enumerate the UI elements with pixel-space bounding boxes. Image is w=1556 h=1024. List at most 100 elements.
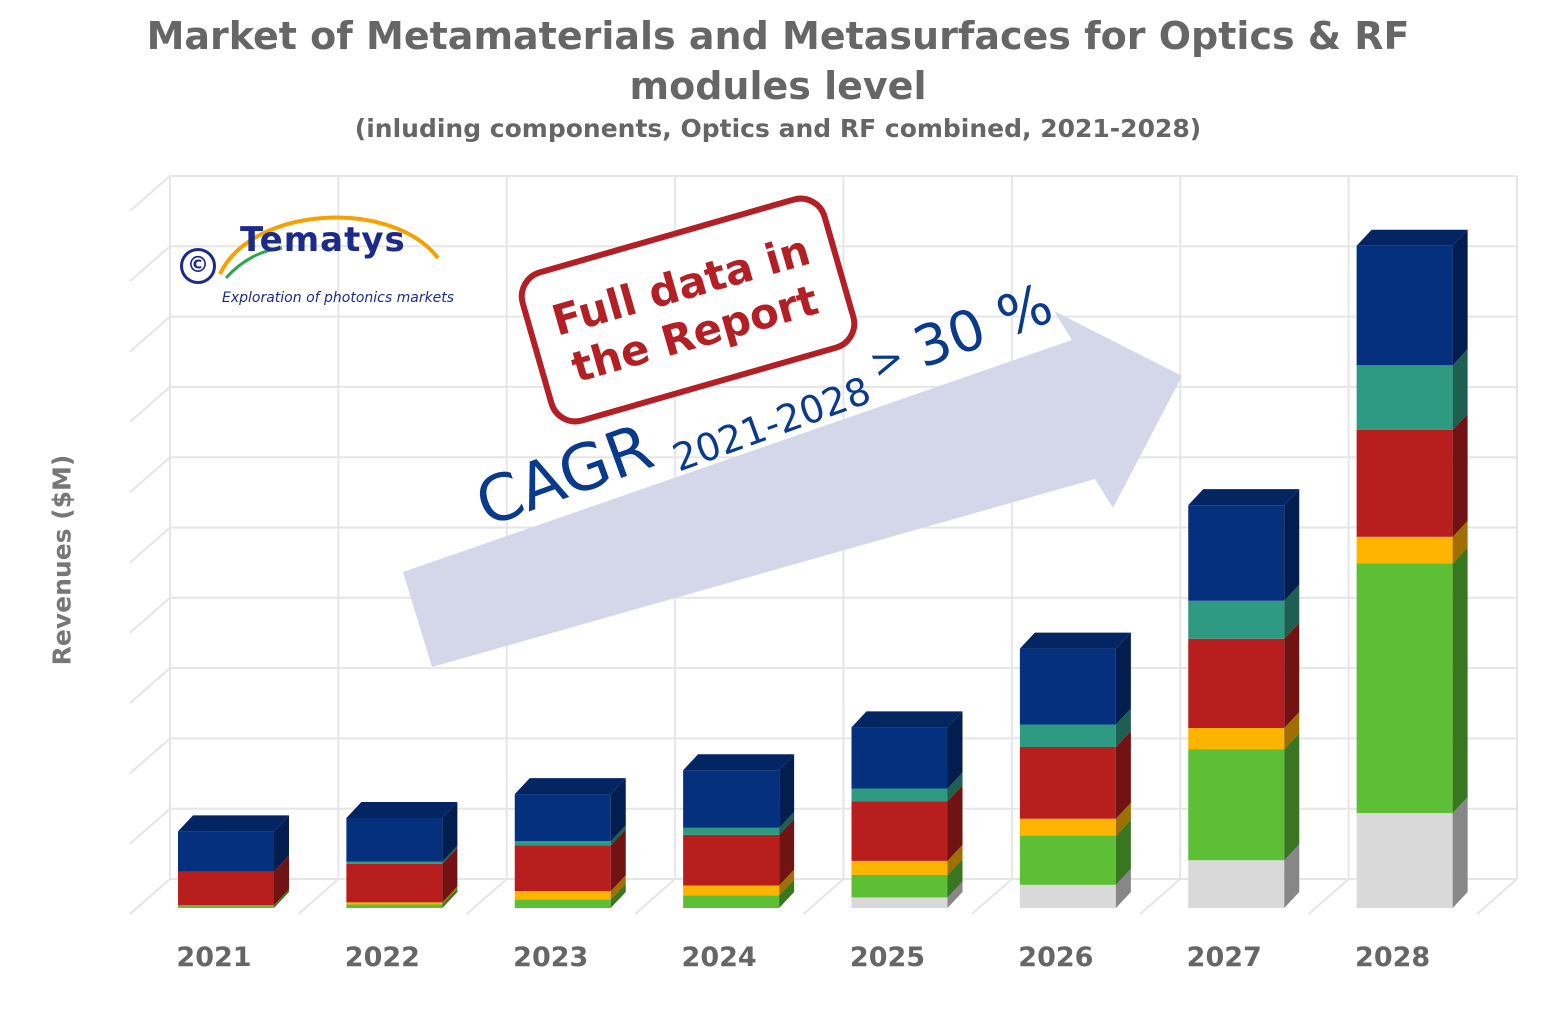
bar-segment-2022-4 <box>346 861 443 864</box>
bar-top-2021 <box>178 815 289 832</box>
bar-side-2026-0 <box>1115 868 1131 908</box>
gridline-side <box>129 597 171 634</box>
bar-side-2026-1 <box>1115 819 1131 885</box>
bar-segment-2022-5 <box>346 818 443 862</box>
bar-side-2023-5 <box>610 778 626 842</box>
logo-tagline: Exploration of photonics markets <box>222 290 455 306</box>
x-tick-2022: 2022 <box>345 942 420 973</box>
bar-side-2027-4 <box>1284 584 1300 639</box>
bars-layer <box>178 229 1468 908</box>
bar-side-2025-5 <box>947 711 963 789</box>
bar-top-2023 <box>514 778 626 795</box>
bar-side-2025-4 <box>947 772 963 802</box>
bar-side-2028-1 <box>1452 547 1468 814</box>
bar-segment-2022-3 <box>346 863 443 903</box>
bar-side-2027-3 <box>1284 622 1300 729</box>
bar-side-2024-4 <box>779 811 795 835</box>
bar-segment-2027-4 <box>1188 600 1285 639</box>
bar-side-2023-2 <box>610 875 626 900</box>
bar-side-2025-0 <box>947 881 963 908</box>
bar-top-2024 <box>683 754 795 771</box>
bar-segment-2028-0 <box>1356 813 1453 908</box>
bar-segment-2028-4 <box>1356 365 1453 430</box>
bar-2022 <box>346 802 458 908</box>
bar-segment-2025-3 <box>851 801 948 861</box>
bar-segment-2027-2 <box>1188 728 1285 750</box>
bar-side-2028-0 <box>1452 797 1468 908</box>
bar-2027 <box>1188 489 1300 908</box>
bar-segment-2027-5 <box>1188 505 1285 601</box>
bar-side-2022-3 <box>442 847 458 903</box>
bar-2028 <box>1356 229 1468 908</box>
bar-side-2028-3 <box>1452 413 1468 537</box>
bar-segment-2028-3 <box>1356 429 1453 537</box>
gridline-side <box>129 386 171 423</box>
gridline-floor <box>1476 878 1518 915</box>
x-tick-2023: 2023 <box>513 942 588 973</box>
gridline-floor <box>1139 878 1181 915</box>
bar-side-2024-3 <box>779 818 795 886</box>
bar-side-2021-3 <box>274 855 289 906</box>
bar-side-2027-0 <box>1284 844 1300 908</box>
bar-top-2022 <box>346 802 458 819</box>
bar-segment-2021-5 <box>178 831 274 872</box>
bar-side-2028-5 <box>1452 229 1468 366</box>
gridline-side <box>129 175 171 212</box>
copyright-mark: © <box>180 248 216 284</box>
bar-segment-2026-0 <box>1019 884 1116 908</box>
gridline-side <box>129 526 171 564</box>
bar-2023 <box>514 778 626 908</box>
x-tick-labels: 2021 2022 2023 2024 2025 2026 2027 2028 <box>176 942 1430 973</box>
bar-segment-2023-2 <box>514 891 611 900</box>
tematys-logo: © Tematys Exploration of photonics marke… <box>176 204 454 314</box>
logo-swoosh-icon <box>218 215 440 279</box>
bar-top-2026 <box>1019 632 1131 649</box>
bar-segment-2023-5 <box>514 794 611 842</box>
bar-side-2021-1 <box>274 889 289 908</box>
bar-segment-2024-3 <box>683 834 780 886</box>
chart-subtitle: (inluding components, Optics and RF comb… <box>354 114 1202 143</box>
bar-side-2023-3 <box>610 829 626 892</box>
gridline-floor <box>971 878 1013 915</box>
gridline-floor <box>802 878 845 915</box>
bar-side-2022-1 <box>442 888 458 908</box>
bar-2026 <box>1019 632 1131 908</box>
bar-side-2027-5 <box>1284 489 1300 601</box>
bar-segment-2024-2 <box>683 885 780 896</box>
bar-side-2024-5 <box>779 754 795 828</box>
chart-title-line-1: Market of Metamaterials and Metasurfaces… <box>146 14 1410 58</box>
bar-top-2028 <box>1356 229 1468 246</box>
bar-side-2027-2 <box>1284 712 1300 750</box>
bar-segment-2021-1 <box>178 905 274 908</box>
bar-segment-2025-0 <box>851 897 948 908</box>
gridline-side <box>129 315 171 353</box>
bar-side-2026-5 <box>1115 632 1131 725</box>
bar-segment-2022-2 <box>346 902 443 905</box>
bar-side-2028-2 <box>1452 520 1468 564</box>
bar-segment-2028-1 <box>1356 563 1453 814</box>
bar-segment-2026-3 <box>1019 747 1116 819</box>
chart-title-line-2: modules level <box>629 64 927 108</box>
bar-side-2026-4 <box>1115 708 1131 748</box>
bar-side-2023-4 <box>610 825 626 846</box>
x-tick-2021: 2021 <box>176 942 251 973</box>
bar-side-2025-1 <box>947 858 963 898</box>
bar-side-2022-2 <box>442 886 458 905</box>
bar-segment-2023-3 <box>514 845 611 892</box>
bar-segment-2023-1 <box>514 899 611 908</box>
bar-segment-2024-1 <box>683 895 780 908</box>
bar-segment-2025-4 <box>851 788 948 802</box>
bar-side-2023-1 <box>610 883 626 908</box>
bar-segment-2025-2 <box>851 860 948 875</box>
bar-segment-2025-5 <box>851 727 948 789</box>
bar-segment-2026-5 <box>1019 648 1116 725</box>
gridline-floor <box>634 878 676 915</box>
bar-side-2021-5 <box>274 815 289 872</box>
bar-segment-2021-3 <box>178 871 274 906</box>
bar-segment-2027-1 <box>1188 749 1285 861</box>
cagr-arrow-shape <box>403 311 1182 667</box>
logo-name: Tematys <box>240 220 406 260</box>
bar-top-2027 <box>1188 489 1300 506</box>
bar-side-2026-2 <box>1115 802 1131 836</box>
